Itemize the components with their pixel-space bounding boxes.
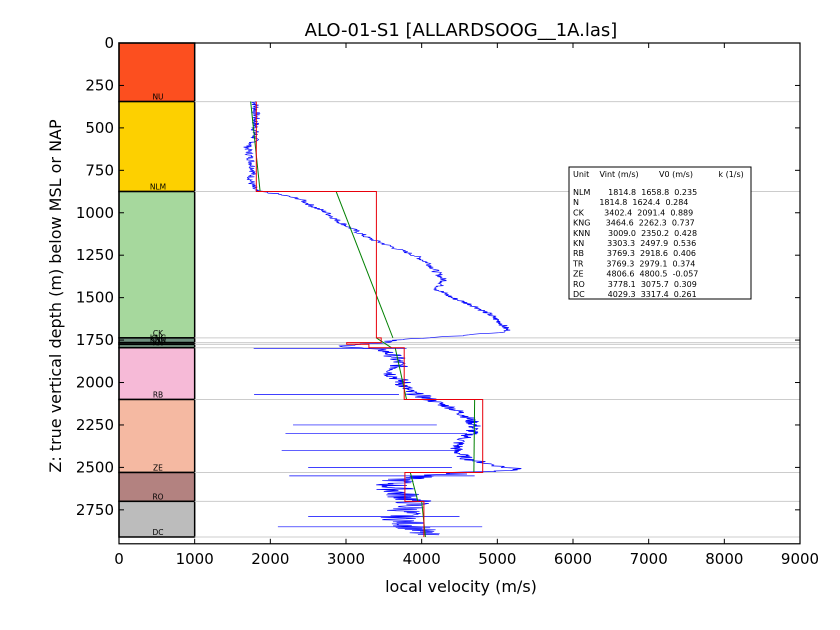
- lithology-label-kng: KNG: [150, 334, 167, 343]
- y-tick-label: 250: [85, 76, 114, 94]
- lithology-unit-nlm: [118, 100, 196, 193]
- sonic-log-line: [243, 101, 522, 536]
- y-tick-label: 1000: [76, 204, 114, 222]
- legend-row: KNN 3009.0 2350.2 0.428: [573, 229, 697, 238]
- legend-row: DC 4029.3 3317.4 0.261: [573, 290, 697, 299]
- x-tick-label: 9000: [781, 550, 819, 568]
- linear-trend-ro: [409, 472, 419, 502]
- x-tick-label: 6000: [554, 550, 592, 568]
- legend-box: [568, 166, 752, 300]
- lithology-unit-ze: [118, 398, 196, 474]
- legend-row: NLM 1814.8 1658.8 0.235: [573, 188, 697, 197]
- legend-row: ZE 4806.6 4800.5 -0.057: [573, 270, 698, 279]
- lithology-unit-nu: [118, 42, 196, 103]
- legend-header: Unit Vint (m/s) V0 (m/s) k (1/s): [573, 170, 744, 179]
- y-tick-label: 2750: [76, 501, 114, 519]
- lithology-unit-dc: [118, 500, 196, 538]
- x-tick-label: 3000: [327, 550, 365, 568]
- x-tick-label: 4000: [403, 550, 441, 568]
- legend-row: KNG 3464.6 2262.3 0.737: [573, 219, 695, 228]
- legend-row: RB 3769.3 2918.6 0.406: [573, 249, 696, 258]
- lithology-label-kn: KN: [153, 339, 164, 348]
- linear-trend-kn: [375, 337, 392, 349]
- x-tick-label: 0: [114, 550, 124, 568]
- lithology-unit-ck: [118, 190, 196, 339]
- lithology-label-ck: CK: [153, 329, 164, 338]
- y-tick-label: 2000: [76, 374, 114, 392]
- legend-row: TR 3769.3 2979.1 0.374: [572, 259, 695, 268]
- y-tick-label: 0: [104, 34, 114, 52]
- lithology-label-ro: RO: [152, 492, 163, 501]
- sonic-log-series: [243, 101, 522, 536]
- x-tick-label: 1000: [176, 550, 214, 568]
- linear-trend-nlm: [250, 101, 261, 192]
- plot-frame: [118, 42, 801, 545]
- lithology-label-nu: NU: [152, 93, 163, 102]
- legend-row: RO 3778.1 3075.7 0.309: [573, 280, 697, 289]
- y-tick-label: 2250: [76, 416, 114, 434]
- x-axis-label: local velocity (m/s): [385, 577, 537, 596]
- interval-velocity-series: [255, 101, 484, 537]
- lithology-label-ze: ZE: [153, 463, 163, 472]
- interval-velocity-line: [255, 101, 484, 537]
- legend-row: CK 3402.4 2091.4 0.889: [573, 208, 693, 217]
- linear-trend-series: [250, 101, 476, 538]
- y-tick-label: 750: [85, 161, 114, 179]
- linear-trend-ck: [335, 191, 394, 339]
- lithology-unit-ro: [118, 471, 196, 503]
- legend-table: Unit Vint (m/s) V0 (m/s) k (1/s) NLM 1814…: [568, 166, 752, 300]
- y-axis-label: Z: true vertical depth (m) below MSL or …: [46, 119, 65, 473]
- y-tick-label: 1500: [76, 289, 114, 307]
- lithology-label-rb: RB: [153, 390, 163, 399]
- lithology-label-dc: DC: [152, 528, 163, 537]
- axes: 0 1000 2000 3000 4000 5000 6000 7000 8000 9000 0 25…: [76, 34, 819, 568]
- x-tick-label: 5000: [478, 550, 516, 568]
- y-tick-label: 2500: [76, 458, 114, 476]
- lithology-label-nlm: NLM: [150, 183, 166, 192]
- x-tick-label: 8000: [705, 550, 743, 568]
- y-tick-label: 1750: [76, 331, 114, 349]
- legend-row: KN 3303.3 2497.9 0.536: [573, 239, 696, 248]
- y-tick-label: 500: [85, 119, 114, 137]
- y-tick-label: 1250: [76, 246, 114, 264]
- x-tick-label: 7000: [630, 550, 668, 568]
- chart-title: ALO-01-S1 [ALLARDSOOG__1A.las]: [305, 20, 618, 41]
- linear-trend-ze: [473, 399, 476, 473]
- legend-row: N 1814.8 1624.4 0.284: [573, 198, 688, 207]
- lithology-label-knn: KNN: [150, 335, 166, 344]
- x-tick-label: 2000: [251, 550, 289, 568]
